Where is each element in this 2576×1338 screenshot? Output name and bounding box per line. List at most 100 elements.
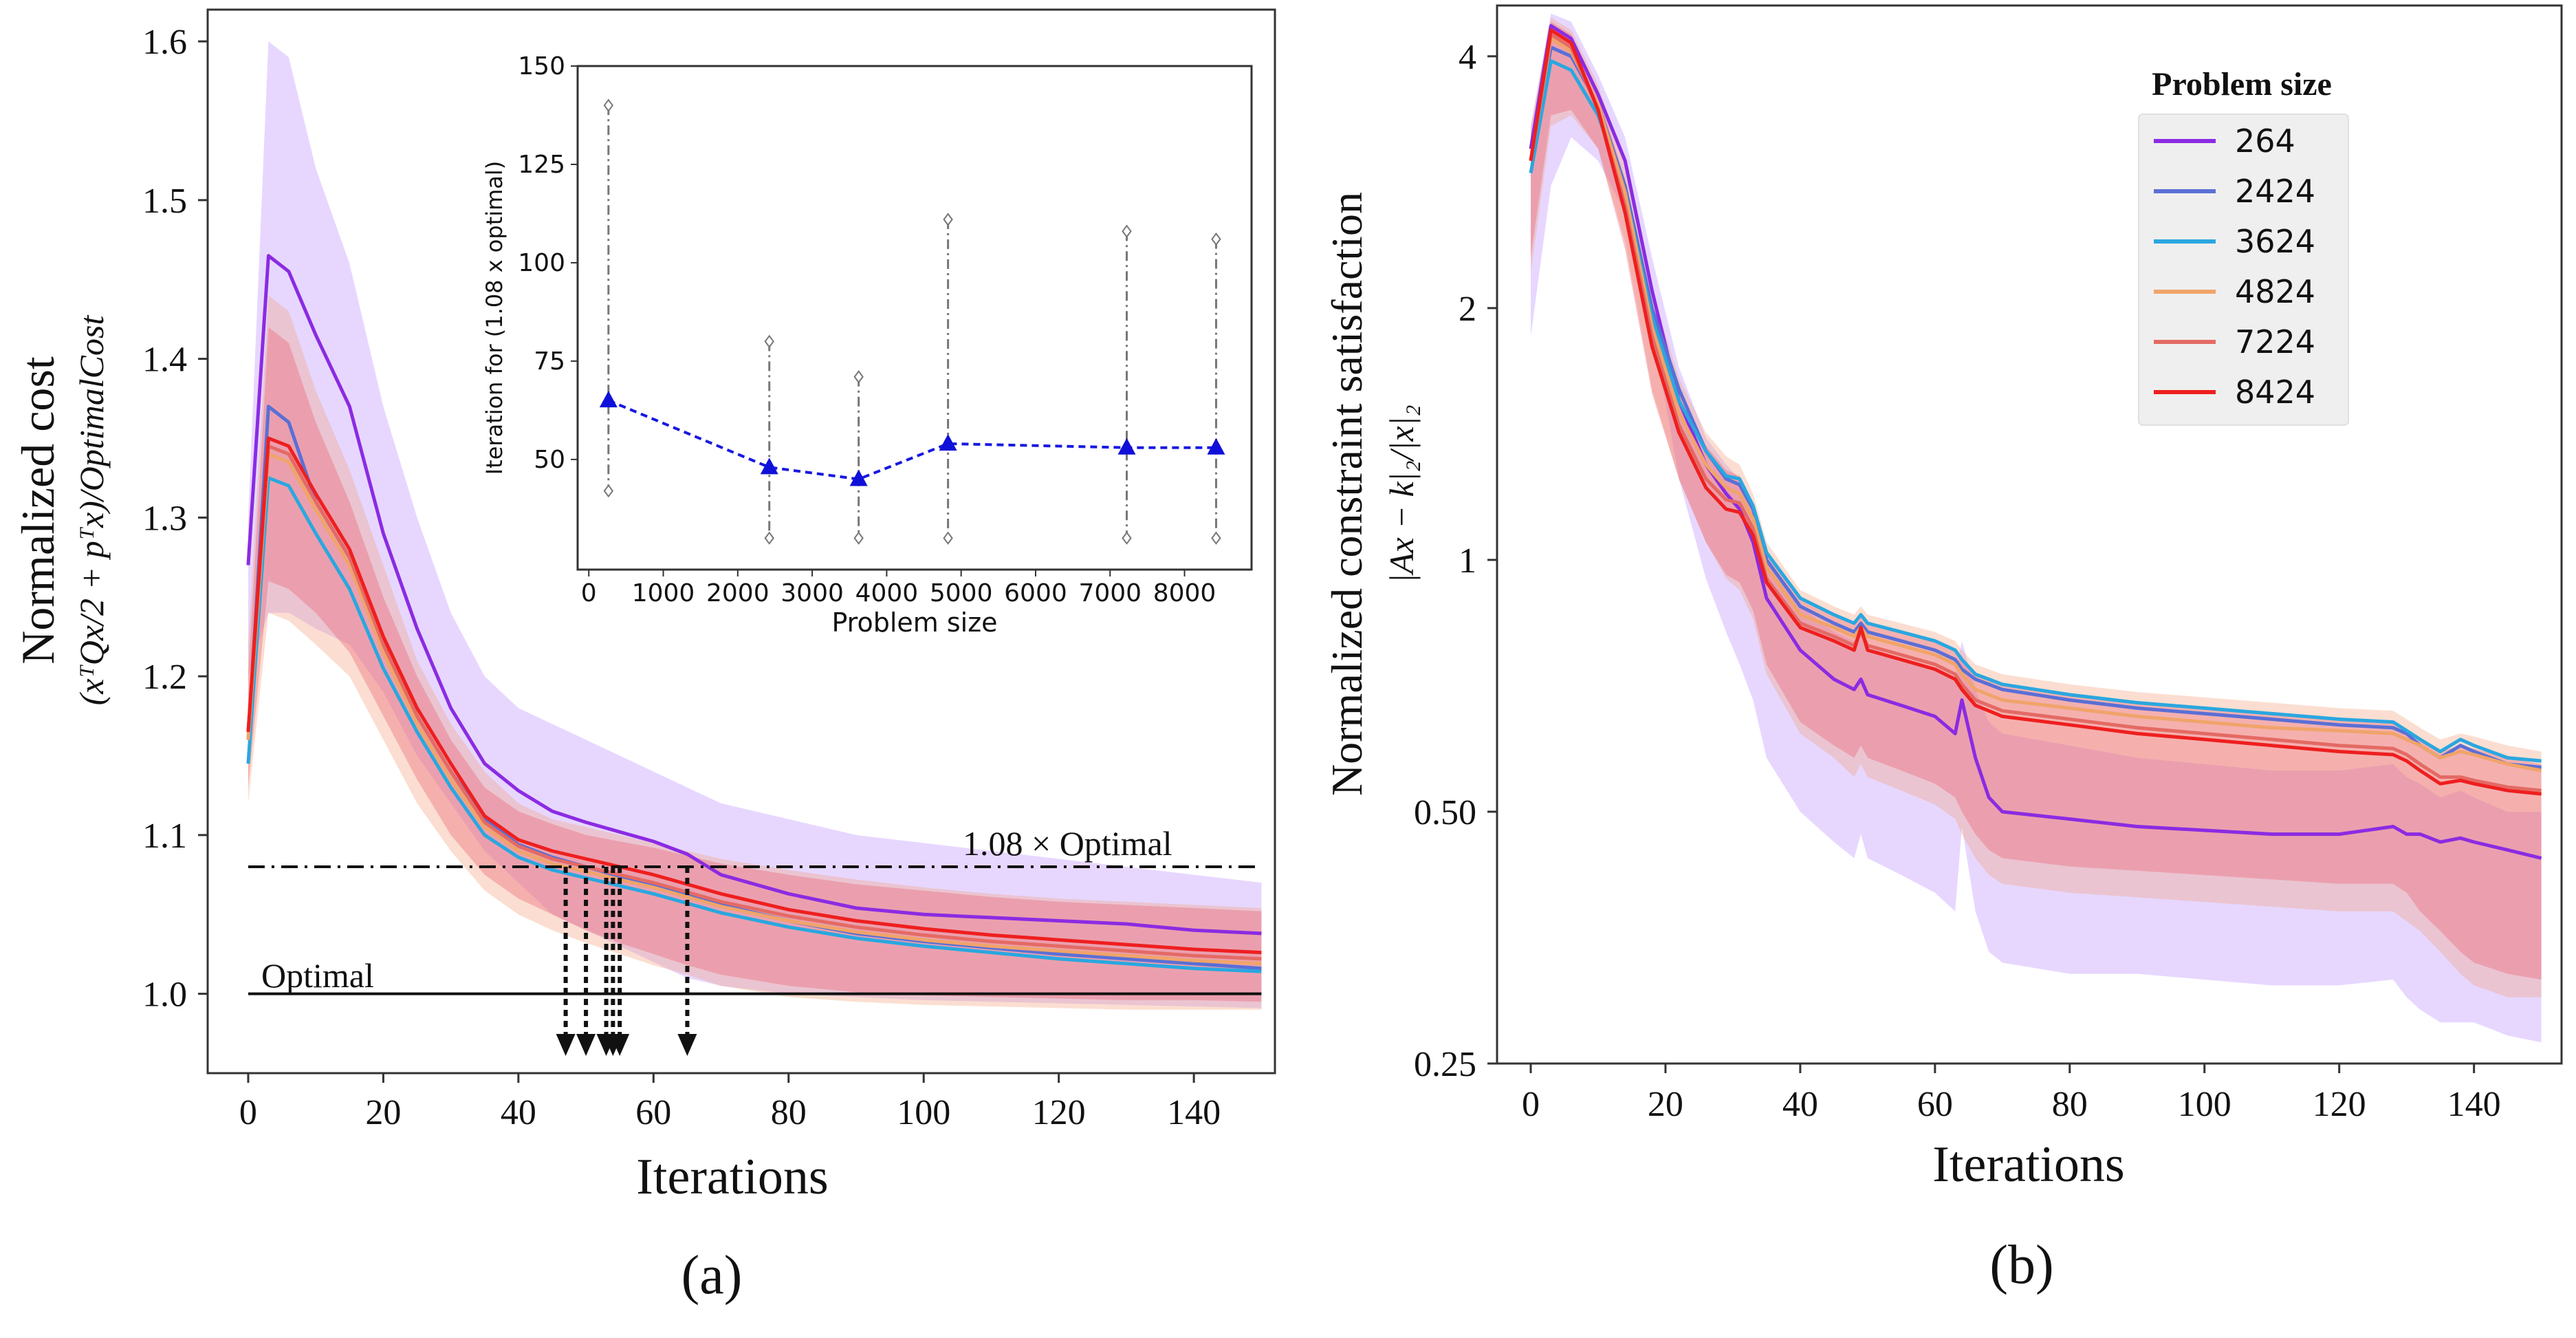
panel-a-x-tick-label-3: 60 — [635, 1093, 671, 1132]
legend-label-4824: 4824 — [2235, 273, 2315, 310]
inset-range-4 — [1122, 224, 1132, 545]
panel-a-ref-label-optimal: Optimal — [261, 956, 374, 995]
panel-b-y-tick-label-1: 0.50 — [1414, 793, 1476, 832]
legend-item-3624: 3624 — [2154, 223, 2315, 260]
panel-a-x-tick-label-2: 40 — [501, 1093, 536, 1132]
inset-y-tick-label-2: 100 — [518, 249, 565, 277]
panel-a-y-tick-label-3: 1.3 — [142, 499, 187, 538]
inset-mean-path — [608, 399, 1216, 481]
panel-b-band-1 — [1531, 17, 2542, 997]
legend-item-2424: 2424 — [2154, 173, 2315, 210]
inset-x-tick-label-0: 0 — [581, 579, 597, 607]
panel-b-caption: (b) — [1989, 1235, 2053, 1295]
panel-b-line-7224 — [1529, 32, 2542, 792]
panel-a-arrow-1 — [576, 867, 596, 1056]
panel-b-y-axis-formula: |Ax − k|₂/|x|₂ — [1382, 404, 1421, 583]
panel-b-band-2 — [1531, 21, 2542, 980]
panel-a-x-tick-label-4: 80 — [771, 1093, 807, 1132]
legend-item-7224: 7224 — [2154, 323, 2315, 360]
legend-item-8424: 8424 — [2154, 374, 2315, 411]
panel-b-x-tick-label-7: 140 — [2447, 1085, 2501, 1124]
panel-b-x-axis-label: Iterations — [1932, 1136, 2124, 1193]
inset-x-tick-label-8: 8000 — [1153, 579, 1216, 607]
panel-b-line-3624 — [1529, 59, 2542, 763]
panel-a-line-264 — [246, 254, 1262, 936]
panel-a-line-8424 — [246, 436, 1262, 955]
panel-a-arrow-5 — [677, 867, 697, 1056]
legend-item-264: 264 — [2154, 122, 2295, 160]
panel-a-series-lines — [246, 254, 1262, 973]
panel-b-series-lines — [1529, 24, 2542, 860]
panel-a-x-tick-label-0: 0 — [239, 1093, 257, 1132]
inset-range-5 — [1211, 232, 1221, 545]
inset-x-tick-label-3: 3000 — [781, 579, 844, 607]
panel-a-x-tick-label-6: 120 — [1032, 1093, 1086, 1132]
panel-b-frame — [1496, 4, 2563, 1065]
panel-b-line-8424 — [1529, 28, 2542, 796]
panel-a-line-7224 — [246, 444, 1262, 961]
legend-label-3624: 3624 — [2235, 223, 2315, 260]
panel-a-y-axis-label: Normalized cost — [12, 356, 64, 665]
panel-b-x-tick-label-2: 40 — [1782, 1085, 1818, 1124]
inset-x-tick-label-6: 6000 — [1004, 579, 1067, 607]
panel-a-y-tick-label-6: 1.6 — [142, 23, 187, 62]
panel-b-x-tick-label-5: 100 — [2178, 1085, 2231, 1124]
panel-b-y-tick-label-2: 1 — [1459, 541, 1476, 581]
panel-b-x-tick-label-3: 60 — [1917, 1085, 1953, 1124]
legend-label-8424: 8424 — [2235, 374, 2315, 411]
panel-b-x-tick-label-6: 120 — [2313, 1085, 2366, 1124]
legend-label-2424: 2424 — [2235, 173, 2315, 210]
inset-point-5 — [1207, 438, 1225, 455]
inset-frame — [576, 65, 1253, 571]
inset-point-0 — [599, 391, 618, 408]
inset-x-tick-label-7: 7000 — [1078, 579, 1142, 607]
panel-a-arrow-0 — [556, 867, 576, 1056]
panel-b-y-ticks: 0.25 0.50 1 2 4 — [1414, 38, 1497, 1084]
panel-b-x-ticks: 0 20 40 60 80 100 120 140 — [1522, 1064, 2501, 1124]
panel-b-line-2424 — [1529, 45, 2542, 769]
panel-a-reference-lines — [248, 865, 1262, 995]
legend-item-4824: 4824 — [2154, 273, 2315, 310]
panel-a-x-ticks: 0 20 40 60 80 100 120 140 — [239, 1073, 1221, 1132]
inset-x-tick-label-4: 4000 — [855, 579, 919, 607]
panel-a-cost-chart: 0 20 40 60 80 100 120 140 1.0 1.1 1.2 1.3 1.4 1.5 1.6… — [12, 8, 1276, 1306]
panel-b-line-4824 — [1529, 36, 2542, 773]
inset-point-1 — [760, 457, 778, 475]
inset-range-3 — [943, 213, 953, 545]
panel-b-confidence-bands — [1531, 13, 2542, 1043]
panel-b-x-tick-label-0: 0 — [1522, 1085, 1540, 1124]
panel-b-legend: Problem size 264 2424 3624 4824 7224 8424 — [2138, 66, 2349, 426]
legend-label-7224: 7224 — [2235, 323, 2315, 360]
panel-a-arrow-4 — [610, 867, 630, 1056]
inset-point-4 — [1117, 438, 1136, 455]
panel-a-ref-label-optimal-108: 1.08 × Optimal — [963, 824, 1172, 863]
inset-point-3 — [939, 434, 957, 451]
panel-a-inset-chart: 0 1000 2000 3000 4000 5000 6000 7000 8000 50 75 10… — [481, 52, 1253, 638]
inset-x-tick-label-2: 2000 — [706, 579, 769, 607]
inset-y-tick-label-1: 75 — [534, 347, 565, 376]
panel-b-y-axis-label: Normalized constraint satisfaction — [1322, 192, 1371, 796]
inset-y-tick-label-0: 50 — [534, 446, 565, 474]
panel-a-caption: (a) — [681, 1245, 743, 1306]
inset-range-2 — [853, 370, 864, 545]
panel-b-y-tick-label-0: 0.25 — [1414, 1045, 1476, 1084]
inset-point-2 — [849, 469, 868, 486]
panel-a-x-tick-label-1: 20 — [365, 1093, 401, 1132]
inset-range-0 — [603, 98, 614, 498]
inset-x-tick-label-1: 1000 — [632, 579, 695, 607]
inset-range-whiskers — [603, 98, 1221, 545]
panel-b-x-tick-label-4: 80 — [2052, 1085, 2088, 1124]
panel-a-y-tick-label-0: 1.0 — [142, 975, 187, 1015]
inset-range-1 — [764, 334, 774, 545]
panel-a-band-0 — [248, 41, 1262, 1008]
legend-items: 264 2424 3624 4824 7224 8424 — [2154, 122, 2315, 411]
legend-label-264: 264 — [2235, 122, 2295, 160]
inset-y-tick-label-4: 150 — [518, 52, 565, 80]
panel-a-x-tick-label-5: 100 — [897, 1093, 950, 1132]
panel-b-constraint-chart: 0 20 40 60 80 100 120 140 0.25 0.50 1 2 4 Problem s… — [1322, 4, 2563, 1295]
panel-b-y-tick-label-3: 2 — [1459, 290, 1476, 329]
panel-a-line-3624 — [246, 476, 1262, 973]
legend-title: Problem size — [2152, 66, 2332, 102]
inset-x-ticks: 0 1000 2000 3000 4000 5000 6000 7000 8000 — [581, 570, 1216, 607]
inset-mean-line — [599, 391, 1225, 486]
